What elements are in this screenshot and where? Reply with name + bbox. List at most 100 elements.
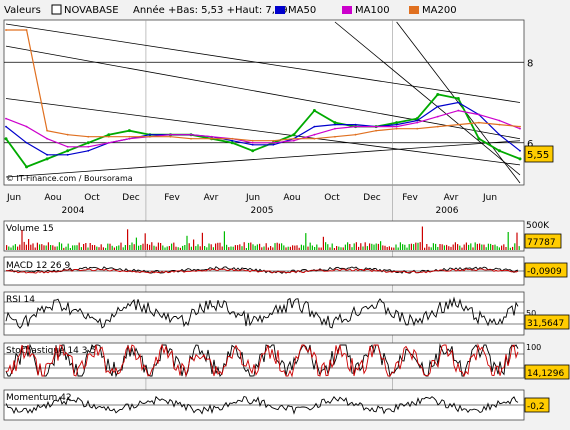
year-label: 2006 — [436, 206, 459, 216]
volume-bar — [133, 244, 135, 250]
volume-bar — [413, 244, 415, 250]
volume-bar — [98, 247, 100, 250]
series-ma100-point — [46, 137, 49, 140]
volume-bar — [505, 247, 507, 250]
price-y-ticks: 68 — [527, 58, 533, 150]
volume-bar — [382, 245, 384, 250]
volume-bar — [162, 245, 164, 250]
series-ma50-point — [149, 133, 151, 136]
series-ma50-point — [334, 123, 336, 126]
rsi-line — [4, 296, 524, 329]
series-ma50-point — [272, 143, 275, 146]
volume-bar — [424, 247, 426, 250]
series-ma100-point — [169, 133, 172, 136]
volume-bar — [100, 244, 102, 250]
volume-bar — [131, 242, 133, 250]
series-price-point — [45, 157, 49, 161]
volume-bar — [342, 247, 344, 250]
volume-bar — [371, 243, 373, 250]
volume-bar — [395, 244, 397, 250]
series-ma50-point — [25, 141, 28, 144]
series-ma100-point — [292, 139, 295, 142]
series-ma100-point — [5, 117, 7, 120]
volume-bar — [311, 245, 313, 250]
series-ma50-point — [313, 125, 316, 128]
month-label: Fev — [164, 193, 180, 203]
rsi-panel-bg — [3, 291, 525, 336]
volume-bar — [270, 246, 272, 250]
volume-bar — [179, 247, 181, 250]
volume-bar — [331, 243, 333, 250]
series-ma100-point — [210, 135, 213, 138]
volume-bar — [120, 242, 122, 250]
volume-bar — [254, 245, 256, 250]
trend-line — [5, 23, 521, 103]
volume-bar — [296, 245, 298, 250]
volume-bar — [173, 242, 175, 250]
year-label: 2005 — [251, 206, 274, 216]
volume-scale-label: 500K — [526, 221, 550, 231]
legend-label-ma100: MA100 — [355, 5, 390, 16]
volume-bar — [256, 244, 258, 250]
volume-bar — [265, 243, 267, 250]
series-ma100-point — [334, 127, 336, 130]
series-ma200-point — [46, 129, 49, 132]
volume-bar — [472, 247, 474, 250]
volume-bar — [85, 243, 87, 250]
series-ma50-point — [87, 149, 90, 152]
volume-bar — [278, 243, 280, 250]
series-ma100-point — [519, 127, 521, 130]
volume-bar — [274, 243, 276, 250]
series-ma100-point — [128, 137, 131, 140]
credit-text: © IT-Finance.com / Boursorama — [6, 174, 133, 183]
volume-bar — [298, 247, 300, 250]
volume-bar — [17, 246, 19, 250]
volume-bar — [333, 248, 335, 250]
month-label: Avr — [444, 193, 459, 203]
rsi-scale-label: 50 — [526, 309, 536, 318]
volume-bar — [58, 242, 60, 250]
volume-bar — [287, 246, 289, 250]
volume-bar — [276, 242, 278, 250]
volume-bar — [325, 242, 327, 250]
stoch-label: Stochastique 14 3 5 — [6, 346, 96, 356]
stochastic-lines — [4, 343, 524, 378]
volume-bar — [89, 243, 91, 250]
series-ma50-point — [66, 153, 69, 156]
series-ma100-point — [498, 119, 501, 122]
series-ma200-point — [87, 135, 90, 138]
momentum-tag — [524, 397, 550, 413]
volume-bar — [358, 246, 360, 250]
volume-bar — [344, 244, 346, 250]
volume-bar — [142, 243, 144, 250]
legend-swatch-ma50 — [275, 6, 285, 14]
volume-bar — [252, 244, 254, 250]
volume-bar — [50, 245, 52, 250]
series-price — [5, 93, 521, 168]
volume-bar — [483, 244, 485, 250]
series-ma200-point — [354, 133, 357, 136]
legend-label-ma50: MA50 — [288, 5, 316, 16]
volume-bar — [362, 246, 364, 250]
volume-bar — [347, 242, 349, 250]
month-label: Aou — [283, 193, 300, 203]
volume-bar — [397, 247, 399, 250]
series-price-point — [518, 157, 522, 161]
month-label: Jun — [6, 193, 21, 203]
volume-bar — [23, 241, 25, 250]
volume-bar — [430, 247, 432, 250]
volume-bar — [113, 247, 115, 250]
volume-bar — [300, 244, 302, 250]
stochastic-panel: Stochastique 14 3 5 100 14,1296 — [3, 342, 570, 380]
series-ma200-point — [272, 139, 275, 142]
volume-bar — [245, 248, 247, 250]
volume-bar — [221, 246, 223, 250]
series-ma100-point — [87, 145, 90, 148]
volume-bar — [109, 243, 111, 250]
volume-bar — [204, 246, 206, 250]
volume-bar — [239, 244, 241, 250]
rsi-trace — [5, 296, 519, 329]
volume-bar — [386, 247, 388, 250]
momentum-last: -0,2 — [527, 402, 545, 412]
series-ma200-point — [519, 125, 521, 128]
